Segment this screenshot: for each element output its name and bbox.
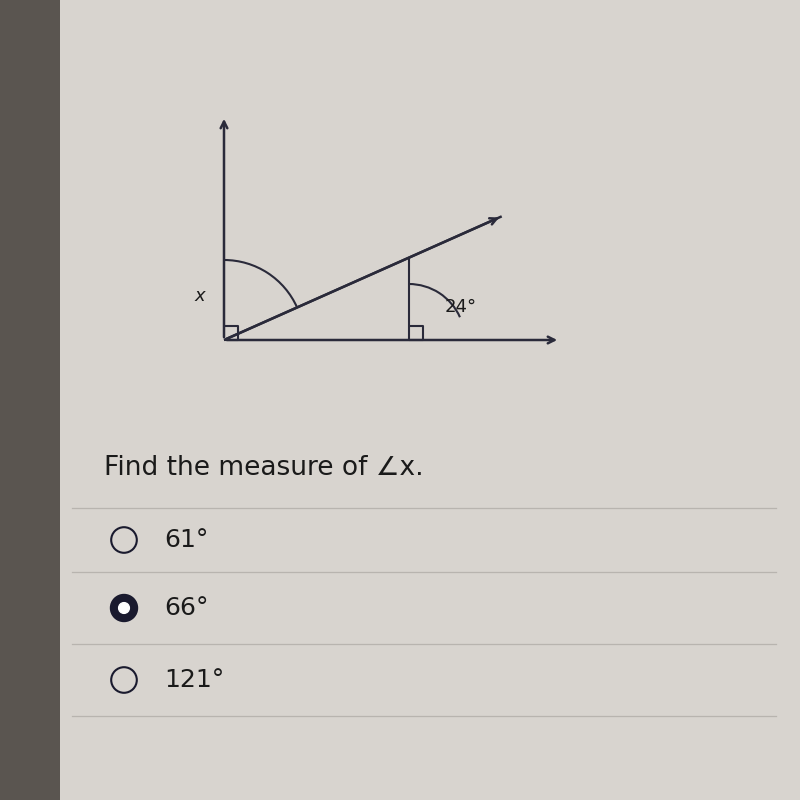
Text: 121°: 121° bbox=[164, 668, 224, 692]
Text: 61°: 61° bbox=[164, 528, 208, 552]
Text: x: x bbox=[194, 287, 206, 305]
Bar bbox=[0, 0, 60, 800]
Text: 24°: 24° bbox=[445, 298, 477, 316]
Text: Find the measure of ∠x.: Find the measure of ∠x. bbox=[104, 455, 424, 481]
Circle shape bbox=[118, 602, 130, 614]
Text: 66°: 66° bbox=[164, 596, 209, 620]
Circle shape bbox=[111, 595, 137, 621]
